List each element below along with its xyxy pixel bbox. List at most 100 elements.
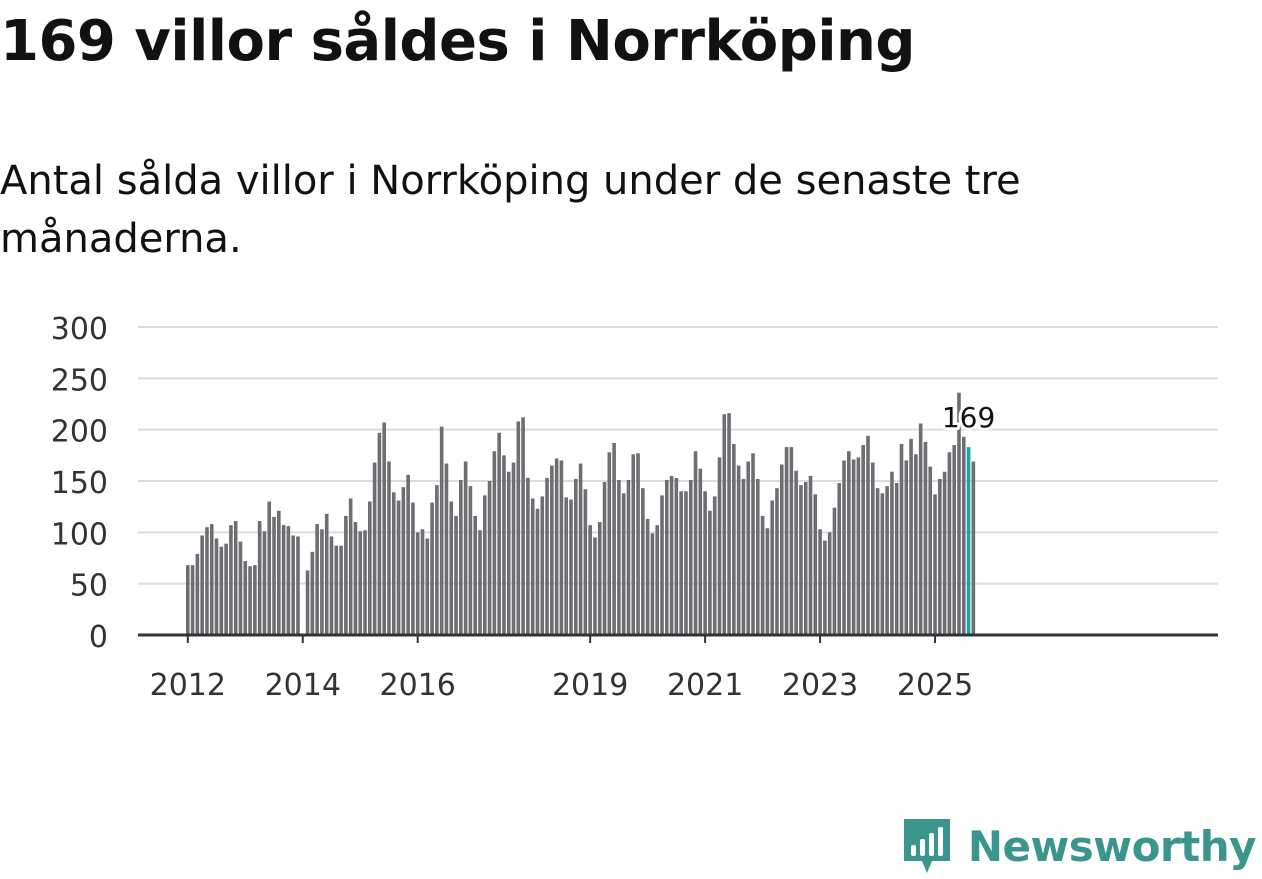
bar: [344, 515, 348, 635]
bar: [511, 462, 516, 635]
bar: [482, 495, 487, 635]
bar: [209, 524, 214, 635]
bar: [459, 479, 463, 635]
bar: [626, 479, 631, 635]
y-tick-label: 200: [51, 415, 108, 450]
bar: [200, 535, 204, 635]
bar: [396, 500, 401, 635]
bar: [387, 461, 391, 635]
bar: [914, 454, 918, 635]
bar: [358, 531, 363, 635]
bar: [363, 530, 367, 635]
newsworthy-logo: Newsworthy: [902, 817, 1257, 875]
bar: [291, 535, 295, 635]
x-tick-label: 2025: [897, 668, 973, 703]
bar: [530, 498, 535, 635]
bar: [578, 463, 583, 635]
bar: [880, 493, 885, 635]
bar: [803, 482, 808, 635]
bar: [382, 422, 386, 635]
bar: [684, 491, 688, 635]
brand-name: Newsworthy: [967, 821, 1257, 871]
bar: [229, 525, 233, 635]
bar: [310, 551, 315, 635]
bar: [243, 561, 248, 635]
bar: [315, 524, 319, 635]
bar: [573, 478, 578, 635]
bar: [717, 457, 722, 635]
bar: [674, 477, 679, 635]
bar: [933, 494, 937, 635]
bar: [478, 530, 482, 635]
bar: [320, 529, 324, 635]
bar: [918, 423, 923, 635]
bar: [794, 470, 798, 635]
bar: [952, 445, 956, 635]
bar: [775, 488, 779, 635]
bar: [559, 460, 564, 635]
y-tick-label: 250: [51, 363, 108, 398]
bar: [444, 463, 449, 635]
bar: [348, 498, 353, 635]
bar: [650, 533, 655, 635]
bar: [439, 426, 444, 635]
bar: [890, 471, 894, 635]
bar: [756, 478, 760, 635]
bar: [957, 392, 961, 635]
bar: [823, 540, 827, 635]
bar: [502, 455, 506, 635]
y-tick-label: 300: [51, 312, 108, 347]
bar: [736, 465, 741, 635]
bar: [607, 452, 612, 635]
bar: [214, 538, 219, 635]
bar: [679, 491, 683, 635]
bar: [324, 513, 329, 635]
bar: [760, 515, 765, 635]
bar: [545, 477, 549, 635]
bar: [233, 521, 238, 635]
bar: [698, 468, 703, 635]
bar: [272, 516, 276, 635]
bar: [799, 485, 803, 635]
bars: [186, 392, 976, 635]
bar: [655, 525, 660, 635]
bar: [947, 452, 952, 635]
bar: [372, 462, 377, 635]
bar: [449, 501, 454, 635]
bar: [497, 432, 501, 635]
bar: [190, 565, 195, 635]
bar-highlight: [966, 447, 971, 635]
bar: [506, 471, 511, 635]
bar: [238, 541, 243, 635]
bar: [818, 529, 822, 635]
bar: [516, 421, 521, 635]
bar: [746, 461, 751, 635]
bar: [779, 464, 784, 635]
bar: [353, 522, 358, 635]
y-tick-label: 50: [70, 569, 108, 604]
bar: [564, 497, 569, 635]
y-tick-label: 150: [51, 466, 108, 501]
bar: [463, 461, 468, 635]
bar: [617, 479, 621, 635]
bar: [961, 436, 966, 635]
bar: [641, 488, 645, 635]
bar: [612, 443, 616, 635]
bar: [224, 543, 228, 635]
bar: [856, 457, 861, 635]
bar: [842, 460, 846, 635]
bar: [928, 466, 933, 635]
bar: [401, 487, 406, 635]
bar: [186, 565, 190, 635]
bar: [875, 488, 880, 635]
bar: [540, 496, 545, 635]
bar: [334, 545, 339, 635]
bar: [722, 414, 727, 635]
bar: [837, 483, 842, 635]
bar: [770, 500, 774, 635]
bar: [894, 483, 899, 635]
bar: [784, 447, 789, 635]
bar: [703, 491, 707, 635]
bar: [923, 441, 928, 635]
bar: [708, 510, 712, 635]
